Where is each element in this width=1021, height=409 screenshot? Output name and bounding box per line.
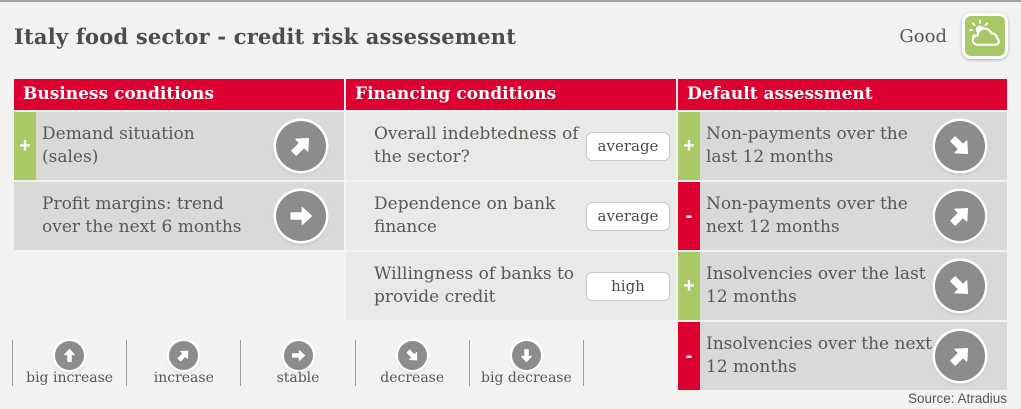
rating-pill: high — [586, 271, 670, 301]
row-nonpayments-next12: - Non-payments over the next 12 months — [678, 182, 1007, 250]
row-label: Dependence on bank finance — [374, 194, 556, 237]
legend-label: decrease — [380, 370, 445, 386]
legend-label: increase — [153, 370, 214, 386]
overall-rating: Good — [899, 13, 1008, 59]
positive-tab: + — [678, 112, 700, 180]
column-header-default: Default assessment — [678, 79, 1007, 110]
column-header-financing: Financing conditions — [346, 79, 676, 110]
increase-icon — [935, 331, 985, 381]
row-label: Non-payments over the next 12 months — [706, 194, 908, 237]
legend-label: stable — [276, 370, 320, 386]
row-label: Insolvencies over the next 12 months — [706, 334, 932, 377]
rating-pill: average — [586, 131, 670, 161]
row-label: Insolvencies over the last 12 months — [706, 264, 926, 307]
row-nonpayments-last12: + Non-payments over the last 12 months — [678, 112, 1007, 180]
increase-icon — [169, 341, 199, 370]
row-overall-indebtedness: Overall indebtedness of the sector? aver… — [346, 112, 676, 180]
legend-label: big increase — [26, 370, 114, 386]
financing-conditions-column: Financing conditions Overall indebtednes… — [346, 79, 676, 322]
legend-item-stable: stable — [240, 340, 354, 386]
page-title: Italy food sector - credit risk assessem… — [14, 24, 517, 49]
source-credit: Source: Atradius — [907, 391, 1007, 406]
legend-item-big-decrease: big decrease — [468, 340, 585, 386]
legend-item-big-increase: big increase — [12, 340, 126, 386]
trend-legend: big increase increase stable decrease bi… — [12, 340, 585, 386]
decrease-icon — [935, 121, 985, 171]
row-demand-situation: + Demand situation (sales) — [14, 112, 344, 180]
decrease-icon — [397, 341, 427, 370]
decrease-icon — [935, 261, 985, 311]
rating-pill: average — [586, 201, 670, 231]
positive-tab: + — [678, 252, 700, 320]
stable-icon — [276, 191, 326, 241]
big-decrease-icon — [511, 341, 541, 370]
row-label: Overall indebtedness of the sector? — [374, 124, 579, 167]
legend-label: big decrease — [481, 370, 572, 386]
legend-item-decrease: decrease — [354, 340, 469, 386]
rating-label: Good — [899, 25, 947, 47]
partly-cloudy-icon — [962, 13, 1008, 59]
row-label: Non-payments over the last 12 months — [706, 124, 908, 167]
business-conditions-column: Business conditions + Demand situation (… — [14, 79, 344, 252]
row-insolvencies-next12: - Insolvencies over the next 12 months — [678, 322, 1007, 390]
column-header-business: Business conditions — [14, 79, 344, 110]
negative-tab: - — [678, 182, 700, 250]
increase-icon — [935, 191, 985, 241]
increase-icon — [276, 121, 326, 171]
row-profit-margins: Profit margins: trend over the next 6 mo… — [14, 182, 344, 250]
default-assessment-column: Default assessment + Non-payments over t… — [678, 79, 1007, 392]
legend-item-increase: increase — [126, 340, 240, 386]
row-bank-willingness: Willingness of banks to provide credit h… — [346, 252, 676, 320]
stable-icon — [283, 341, 313, 370]
row-label: Willingness of banks to provide credit — [374, 264, 575, 307]
big-increase-icon — [55, 341, 85, 370]
negative-tab: - — [678, 322, 700, 390]
row-label: Profit margins: trend over the next 6 mo… — [42, 194, 242, 237]
positive-tab: + — [14, 112, 36, 180]
row-label: Demand situation (sales) — [42, 124, 195, 167]
row-bank-dependence: Dependence on bank finance average — [346, 182, 676, 250]
row-insolvencies-last12: + Insolvencies over the last 12 months — [678, 252, 1007, 320]
